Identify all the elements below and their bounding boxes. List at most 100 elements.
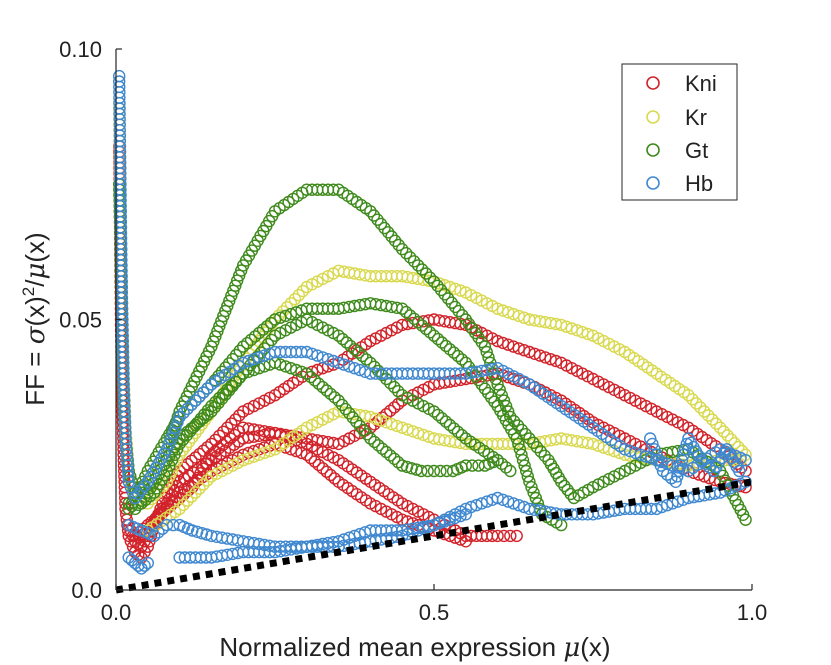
data-point	[592, 439, 605, 452]
data-point	[512, 499, 525, 512]
data-point	[156, 522, 169, 535]
data-point	[316, 462, 329, 475]
data-point	[528, 347, 541, 360]
y-axis-label-sigma: σ	[21, 325, 51, 344]
x-axis-label: Normalized mean expression μ(x)	[219, 632, 610, 663]
data-point	[332, 329, 345, 342]
data-point	[388, 380, 401, 394]
data-point	[368, 435, 381, 449]
data-point	[212, 442, 226, 455]
data-point	[215, 365, 229, 378]
data-point	[694, 454, 708, 467]
data-point	[258, 446, 271, 460]
data-point	[180, 429, 193, 442]
data-point	[220, 435, 233, 448]
data-point	[650, 502, 663, 516]
data-point	[265, 333, 278, 347]
data-point	[449, 282, 462, 295]
data-point	[655, 500, 669, 514]
data-point	[173, 502, 186, 516]
data-point	[710, 417, 723, 430]
data-point	[221, 383, 234, 396]
data-point	[388, 234, 402, 248]
data-point	[456, 309, 469, 322]
data-point	[496, 493, 510, 506]
data-point	[654, 459, 667, 472]
data-point	[561, 483, 574, 497]
data-point	[698, 470, 711, 483]
data-point	[213, 391, 226, 405]
data-point	[324, 468, 337, 482]
data-point	[422, 520, 435, 534]
data-point	[496, 304, 510, 317]
data-point	[512, 342, 525, 355]
data-point	[268, 313, 282, 326]
data-point	[316, 351, 329, 364]
data-point	[321, 353, 335, 366]
data-point	[312, 377, 325, 390]
data-point	[440, 464, 453, 478]
data-point	[166, 426, 180, 440]
data-points	[112, 69, 752, 575]
data-point	[459, 535, 472, 548]
data-point	[714, 421, 727, 434]
data-point	[371, 213, 384, 226]
series-gt	[112, 178, 752, 532]
data-point	[290, 363, 303, 377]
x-axis-label-mu: μ	[563, 633, 580, 663]
data-point	[348, 343, 361, 356]
data-point	[132, 537, 145, 551]
data-point	[343, 407, 356, 420]
data-point	[417, 428, 430, 442]
data-point	[411, 524, 425, 537]
data-point	[439, 339, 453, 353]
legend-label-kni: Kni	[685, 71, 717, 96]
data-point	[656, 464, 670, 478]
data-point	[491, 378, 504, 391]
data-point	[491, 491, 504, 505]
data-point	[652, 454, 665, 467]
data-point	[739, 513, 752, 526]
data-point	[258, 349, 271, 362]
data-point	[295, 446, 308, 460]
data-point	[438, 515, 451, 528]
data-point	[435, 412, 449, 425]
data-point	[538, 449, 551, 462]
data-point	[629, 446, 642, 460]
data-point	[216, 438, 230, 452]
data-point	[236, 454, 250, 467]
series-hb	[112, 69, 752, 575]
y-axis-label: FF = σ(x)2/μ(x)	[19, 232, 51, 405]
data-point	[247, 450, 261, 463]
data-point	[401, 423, 414, 436]
data-point	[602, 443, 616, 456]
data-point	[316, 380, 329, 394]
data-point	[495, 457, 508, 470]
data-point	[438, 288, 451, 301]
data-point	[549, 354, 563, 368]
data-point	[486, 529, 499, 543]
data-point	[336, 332, 349, 346]
data-point	[443, 343, 457, 356]
data-point	[197, 478, 210, 491]
data-point	[706, 413, 719, 426]
data-point	[332, 356, 345, 369]
data-point	[504, 464, 517, 478]
data-point	[169, 490, 183, 504]
y-axis-label-x1: (x)	[20, 296, 50, 326]
data-point	[242, 452, 255, 465]
data-point	[300, 448, 313, 461]
data-point	[189, 451, 202, 464]
data-point	[507, 307, 520, 321]
data-point	[529, 491, 542, 505]
data-point	[415, 263, 429, 276]
data-point	[308, 455, 321, 468]
data-point	[208, 374, 222, 387]
data-point	[197, 386, 210, 399]
data-point	[183, 425, 197, 438]
data-point	[392, 238, 405, 252]
data-point	[194, 412, 208, 425]
data-point	[497, 529, 511, 543]
data-point	[388, 452, 401, 465]
